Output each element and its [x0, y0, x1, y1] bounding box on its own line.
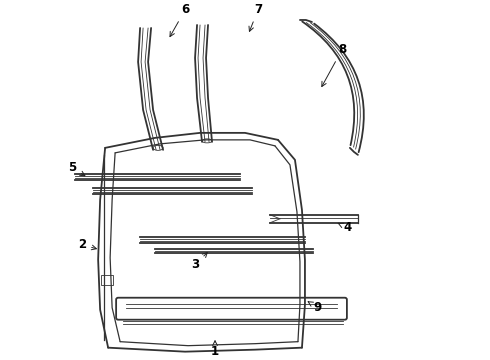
Bar — [101, 275, 113, 285]
Text: 2: 2 — [78, 238, 97, 251]
Text: 5: 5 — [68, 161, 85, 176]
Text: 3: 3 — [191, 252, 207, 271]
Text: 4: 4 — [338, 221, 352, 234]
Text: 1: 1 — [211, 341, 219, 358]
Text: 6: 6 — [170, 4, 189, 37]
Text: 7: 7 — [249, 4, 262, 31]
Text: 8: 8 — [322, 44, 346, 86]
Text: 9: 9 — [308, 301, 322, 314]
